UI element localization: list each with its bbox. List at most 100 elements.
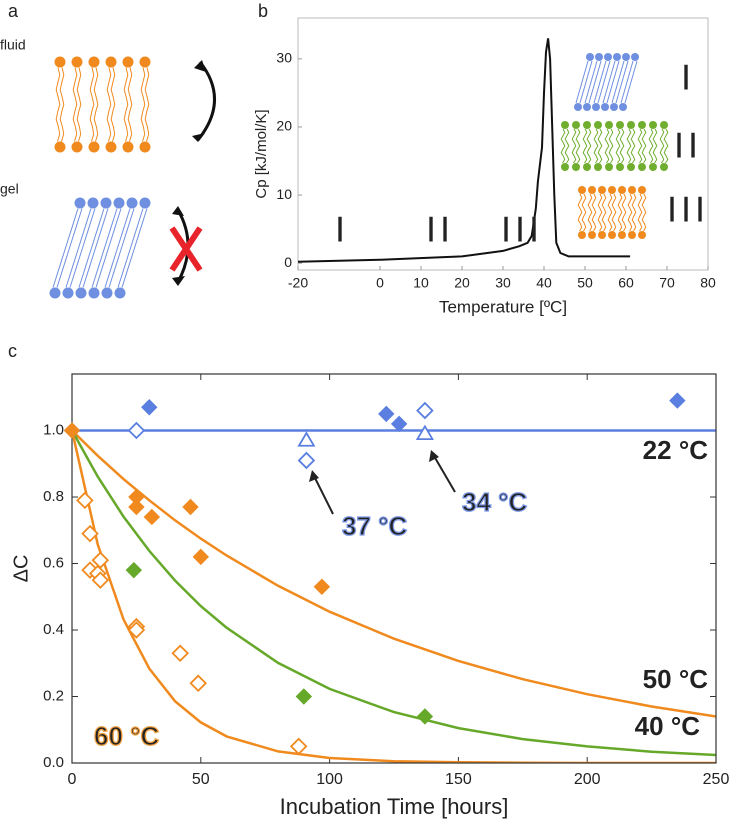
lipid-head <box>618 186 626 194</box>
lipid-tail <box>630 128 636 164</box>
lipid-tail <box>648 128 654 164</box>
lipid-head <box>122 141 134 153</box>
lipid-tail <box>659 128 665 164</box>
lipid-head <box>588 186 596 194</box>
lipid-tail <box>597 193 603 232</box>
lipid-tail <box>601 193 607 232</box>
lipid-tail <box>52 208 79 288</box>
cross <box>169 226 203 272</box>
x-tick-label: 200 <box>574 771 601 788</box>
lipid-tail <box>641 193 647 232</box>
lipid-tail <box>597 128 603 164</box>
lipid-tail <box>584 60 598 104</box>
lipid-head <box>638 186 646 194</box>
phase-numeral: I <box>335 211 349 251</box>
lipid-head <box>595 53 603 61</box>
lipid-tail <box>575 128 581 164</box>
lipid-head <box>608 186 616 194</box>
lipid-head <box>627 163 635 171</box>
point <box>416 401 434 420</box>
lipid-tail <box>579 60 593 104</box>
lipid-tail <box>564 128 570 164</box>
x-tick-label: 50 <box>577 275 593 291</box>
lipid-head <box>638 121 646 129</box>
lipid-tail <box>72 67 78 142</box>
lipid-tail <box>59 67 65 142</box>
lipid-head <box>139 197 151 209</box>
lipid-head <box>126 197 138 209</box>
lipid-head <box>594 121 602 129</box>
lipid-head <box>572 121 580 129</box>
point <box>189 674 207 692</box>
x-tick-label: 20 <box>454 275 470 291</box>
point <box>76 491 94 510</box>
arrow <box>313 455 456 515</box>
y-axis-label: Cp [kJ/mol/K] <box>253 109 270 198</box>
lipid-head <box>561 163 569 171</box>
x-axis-label: Temperature [ºC] <box>439 297 567 316</box>
lipid-tail <box>140 67 146 142</box>
point <box>192 548 210 566</box>
lipid-head <box>631 53 639 61</box>
lipid-tail <box>144 67 150 142</box>
lipid-tail <box>91 208 118 288</box>
x-tick-label: 250 <box>703 771 730 788</box>
y-axis-label: ΔC <box>10 555 32 583</box>
lipid-tail <box>624 60 638 104</box>
lipid-tail <box>611 60 625 104</box>
lipid-tail <box>89 67 95 142</box>
lipid-tail <box>615 60 629 104</box>
y-tick-label: 0.0 <box>43 754 64 771</box>
y-tick-label: 1.0 <box>43 421 64 438</box>
lipid-head <box>638 231 646 239</box>
lipid-head <box>660 121 668 129</box>
lipid-head <box>610 103 618 111</box>
point <box>416 708 434 725</box>
phase-numeral: III <box>501 211 543 251</box>
temperature-label: 50 °C <box>643 664 709 694</box>
lipid-head <box>616 163 624 171</box>
lipid-tail <box>641 128 647 164</box>
x-tick-label: 70 <box>659 275 675 291</box>
lipid-head <box>588 231 596 239</box>
point <box>297 451 316 470</box>
lipid-tail <box>617 193 623 232</box>
lipid-tail <box>652 128 658 164</box>
lipid-head <box>583 103 591 111</box>
point <box>313 578 331 595</box>
point <box>415 424 434 440</box>
lipid-head <box>139 141 151 153</box>
phase-legend: I <box>681 59 695 99</box>
x-tick-label: 150 <box>445 771 472 788</box>
lipid-head <box>100 197 112 209</box>
lipid-tail <box>65 208 92 288</box>
point <box>81 524 99 543</box>
x-tick-label: 100 <box>316 771 343 788</box>
lipid-tail <box>611 193 617 232</box>
y-tick-label: 0.2 <box>43 687 64 704</box>
lipid-head <box>622 53 630 61</box>
lipid-tail <box>571 128 577 164</box>
lipid-tail <box>637 193 643 232</box>
lipid-head <box>605 163 613 171</box>
point <box>289 737 308 756</box>
point <box>669 392 686 409</box>
lipid-tail <box>637 128 643 164</box>
lipid-tail <box>663 128 669 164</box>
y-tick-label: 0.8 <box>43 488 64 505</box>
lipid-head <box>605 121 613 129</box>
lipid-head <box>54 141 66 153</box>
point <box>128 498 145 516</box>
lipid-head <box>608 231 616 239</box>
lipid-head <box>638 163 646 171</box>
lipid-head <box>660 163 668 171</box>
lipid-head <box>592 103 600 111</box>
fit-curve <box>72 429 716 718</box>
lipid-head <box>604 53 612 61</box>
lipid-tail <box>620 60 634 104</box>
lipid-head <box>578 231 586 239</box>
lipid-tail <box>588 60 602 104</box>
x-tick-label: 40 <box>536 275 552 291</box>
lipid-head <box>649 121 657 129</box>
